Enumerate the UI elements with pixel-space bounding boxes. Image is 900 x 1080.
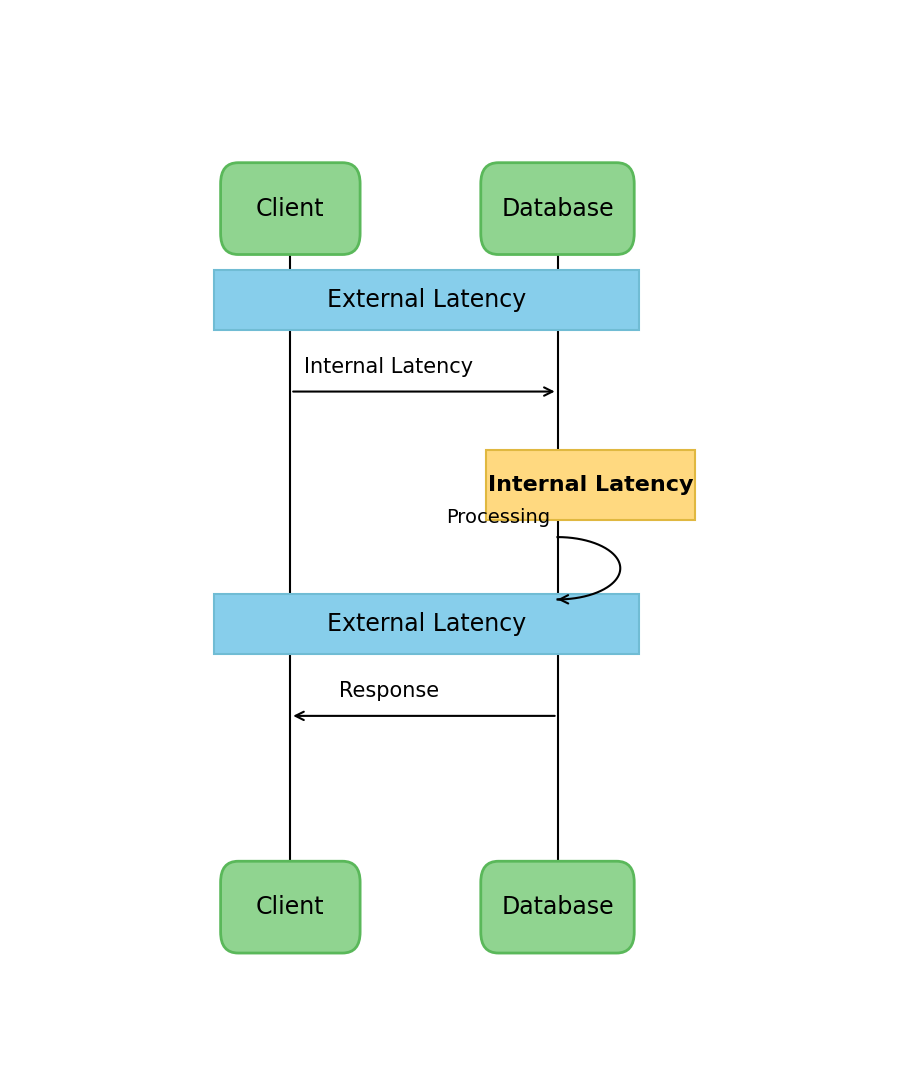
FancyBboxPatch shape (220, 861, 360, 953)
Text: Internal Latency: Internal Latency (304, 356, 473, 377)
Bar (213, 270, 639, 330)
Text: Database: Database (501, 895, 614, 919)
Text: Processing: Processing (446, 508, 551, 527)
FancyBboxPatch shape (481, 861, 634, 953)
Bar (213, 594, 639, 654)
Text: External Latency: External Latency (327, 288, 526, 312)
Text: External Latency: External Latency (327, 612, 526, 636)
Bar (486, 449, 695, 521)
Text: Internal Latency: Internal Latency (488, 475, 693, 495)
FancyBboxPatch shape (481, 163, 634, 255)
Text: Client: Client (256, 895, 325, 919)
Text: Response: Response (339, 680, 439, 701)
FancyBboxPatch shape (220, 163, 360, 255)
Text: Client: Client (256, 197, 325, 220)
Text: Database: Database (501, 197, 614, 220)
